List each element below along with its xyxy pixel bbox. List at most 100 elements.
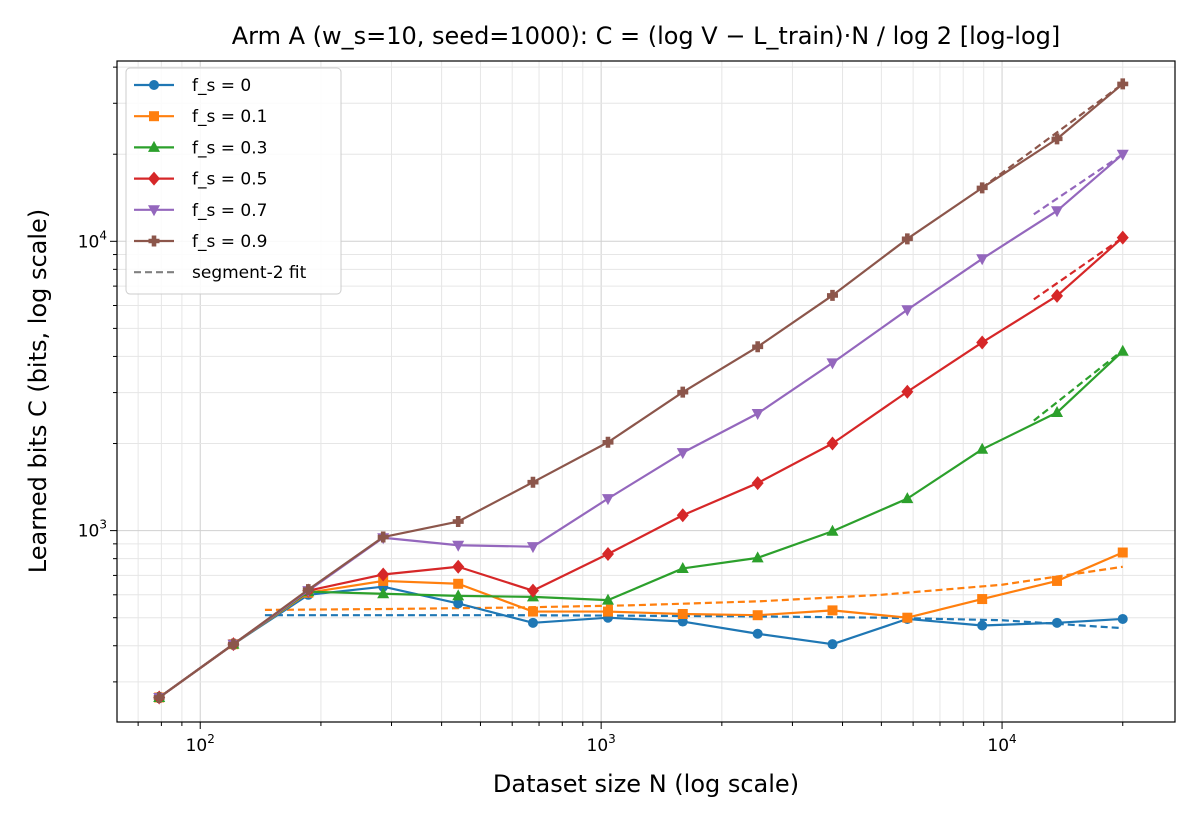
grid	[117, 61, 1175, 722]
legend-entry: f_s = 0.1	[134, 107, 267, 127]
legend-label: f_s = 0.1	[192, 107, 267, 127]
tick-label-base: 10	[78, 522, 100, 542]
tick-label-exponent: 3	[99, 518, 107, 532]
series-line	[158, 350, 1124, 699]
data-point	[452, 589, 465, 601]
tick-label-exponent: 4	[99, 228, 107, 242]
tick-label-exponent: 2	[207, 732, 215, 746]
fit-line	[1033, 153, 1124, 216]
legend-marker	[148, 235, 160, 247]
legend-label: f_s = 0	[192, 76, 251, 96]
data-point	[1052, 617, 1063, 628]
legend-box	[125, 67, 342, 295]
fit-lines	[264, 83, 1124, 630]
series-line	[158, 585, 1123, 699]
legend-label: f_s = 0.7	[192, 201, 267, 221]
data-point	[751, 551, 764, 563]
data-point	[902, 612, 913, 623]
series-lines	[153, 78, 1129, 705]
data-point	[826, 436, 839, 451]
data-point	[527, 617, 538, 628]
data-point	[377, 567, 390, 582]
data-point	[526, 583, 539, 598]
tick-label: 102	[186, 732, 215, 756]
tick-label: 104	[78, 228, 107, 252]
data-point	[1051, 133, 1063, 145]
data-point	[752, 341, 764, 353]
data-point	[527, 476, 539, 488]
data-point	[602, 436, 614, 448]
data-point	[377, 587, 390, 599]
data-point	[826, 358, 839, 370]
data-point	[827, 639, 838, 650]
data-point	[527, 606, 538, 617]
fit-line	[1033, 349, 1124, 422]
data-point	[976, 442, 989, 454]
tick-label-base: 10	[987, 736, 1009, 756]
legend-entry: f_s = 0.3	[134, 138, 267, 158]
data-point	[601, 494, 614, 506]
legend-label: segment-2 fit	[192, 263, 307, 283]
data-point	[453, 598, 464, 609]
legend-entry: segment-2 fit	[134, 263, 307, 283]
tick-label: 104	[987, 732, 1016, 756]
data-point	[752, 628, 763, 639]
data-point	[901, 305, 914, 317]
y-axis-label: Learned bits C (bits, log scale)	[24, 209, 52, 573]
data-point	[452, 559, 465, 574]
data-point	[1116, 149, 1129, 161]
data-point	[677, 616, 688, 627]
tick-label-base: 10	[186, 736, 208, 756]
data-point	[1117, 613, 1128, 624]
legend-entry: f_s = 0.9	[134, 232, 267, 252]
data-point	[677, 608, 688, 619]
series-line	[158, 236, 1124, 699]
legend-entry: f_s = 0	[134, 76, 251, 96]
tick-label: 103	[587, 732, 616, 756]
legend-label: f_s = 0.9	[192, 232, 267, 252]
data-point	[602, 606, 613, 617]
data-point	[302, 584, 314, 596]
legend-entry: f_s = 0.5	[134, 170, 267, 190]
data-point	[976, 335, 989, 350]
fit-line	[264, 614, 1123, 630]
chart-title: Arm A (w_s=10, seed=1000): C = (log V − …	[232, 22, 1061, 50]
legend-marker	[148, 171, 160, 186]
x-axis-label: Dataset size N (log scale)	[493, 770, 799, 798]
legend-marker	[148, 140, 160, 152]
data-point	[1116, 344, 1129, 356]
tick-label-base: 10	[587, 736, 609, 756]
series-line	[158, 551, 1124, 699]
data-point	[526, 542, 539, 554]
tick-label: 103	[78, 518, 107, 542]
data-point	[752, 610, 763, 621]
fit-line	[981, 83, 1124, 189]
data-point	[901, 384, 914, 399]
data-point	[1051, 206, 1064, 218]
tick-label-base: 10	[78, 232, 100, 252]
series-group	[153, 230, 1129, 705]
tick-label-exponent: 4	[1009, 732, 1017, 746]
data-point	[826, 289, 838, 301]
data-point	[227, 638, 239, 650]
data-point	[452, 540, 465, 552]
data-point	[901, 492, 914, 504]
data-point	[153, 691, 165, 703]
legend-marker	[148, 205, 160, 217]
data-point	[453, 578, 464, 589]
data-point	[676, 508, 689, 523]
tick-label-exponent: 3	[608, 732, 616, 746]
data-point	[1052, 575, 1063, 586]
data-point	[976, 254, 989, 266]
fit-line	[264, 565, 1123, 612]
data-point	[452, 516, 464, 528]
data-point	[826, 524, 839, 536]
series-line	[158, 83, 1124, 699]
data-point	[901, 233, 913, 245]
legend-label: f_s = 0.5	[192, 170, 267, 190]
data-point	[1116, 230, 1129, 245]
data-point	[1051, 406, 1064, 418]
data-point	[601, 547, 614, 562]
